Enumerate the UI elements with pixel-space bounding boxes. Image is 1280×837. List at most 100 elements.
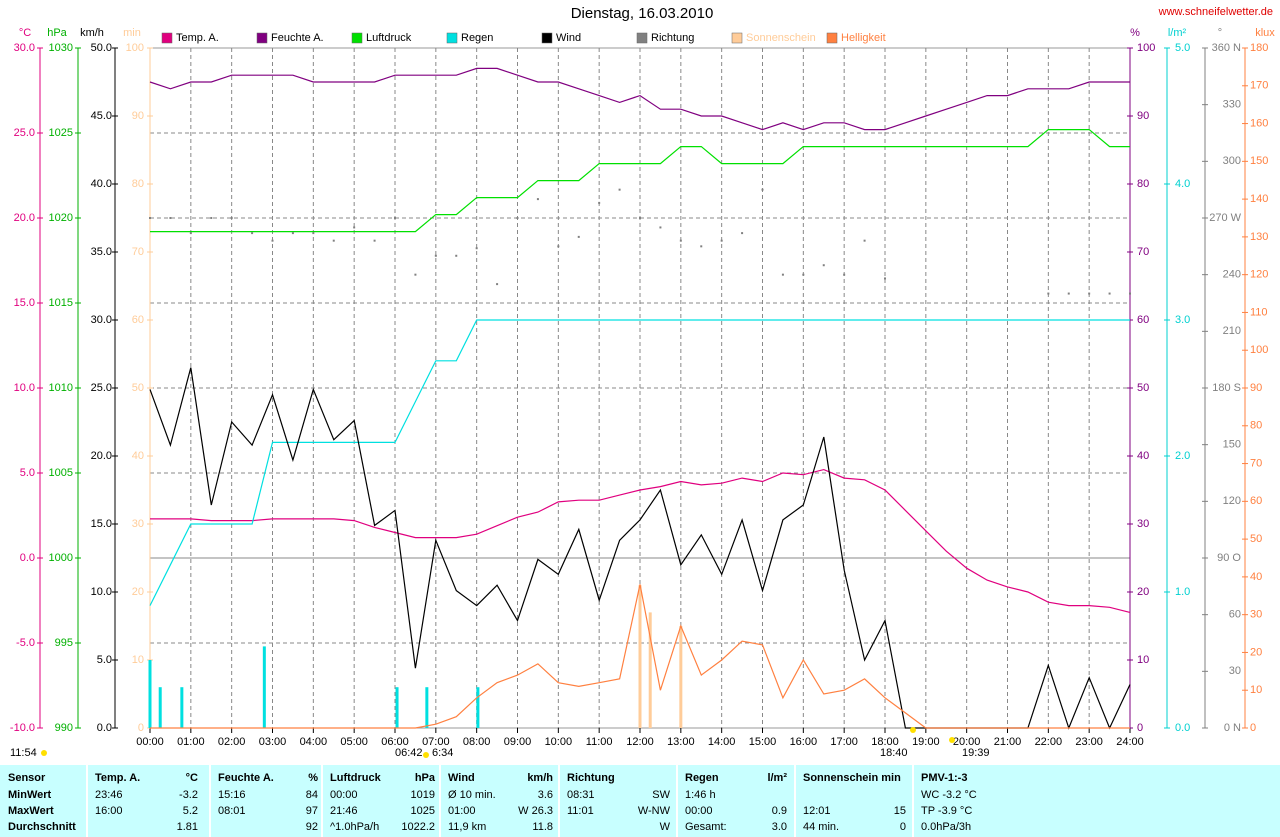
y-tick-label: 0.0	[97, 722, 112, 734]
direction-dot	[679, 239, 682, 242]
y-tick-label: 70	[1250, 457, 1262, 469]
column-title: Temp. A.	[95, 772, 140, 784]
y-tick-label: 10	[1250, 684, 1262, 696]
direction-dot	[394, 217, 396, 219]
legend-label: Feuchte A.	[271, 32, 324, 44]
direction-dot	[741, 232, 744, 235]
cell-value: W-NW	[638, 805, 671, 817]
column-unit: °C	[186, 772, 198, 784]
direction-dot	[312, 232, 315, 235]
y-tick-label: 90	[132, 110, 144, 122]
cell-text: 01:00	[448, 805, 476, 817]
legend-label: Richtung	[651, 32, 694, 44]
cell-value: 97	[306, 805, 318, 817]
cell-text: Gesamt:	[685, 821, 727, 833]
bar	[648, 612, 652, 728]
y-tick-label: 120	[1223, 495, 1241, 507]
direction-dot	[210, 217, 213, 219]
cell-text: 1:46 h	[685, 789, 716, 801]
y-tick-label: 70	[132, 246, 144, 258]
y-tick-label: 20.0	[14, 212, 35, 224]
direction-dot	[496, 283, 499, 286]
direction-dot	[802, 273, 805, 276]
x-tick-label: 01:00	[177, 736, 205, 748]
sun-time: 6:34	[432, 747, 453, 759]
x-tick-label: 04:00	[300, 736, 328, 748]
column-title: Wind	[448, 772, 475, 784]
y-tick-label: -5.0	[16, 637, 35, 649]
y-tick-label: 1005	[49, 467, 73, 479]
x-tick-label: 19:00	[912, 736, 940, 748]
sun-icon	[949, 737, 955, 743]
direction-dot	[577, 235, 580, 238]
y-tick-label: 210	[1223, 325, 1241, 337]
column-title: Luftdruck	[330, 772, 382, 784]
cell-text: 16:00	[95, 805, 123, 817]
x-tick-label: 06:00	[381, 736, 409, 748]
direction-dot	[700, 245, 703, 248]
y-tick-label: 0	[1250, 722, 1256, 734]
y-tick-label: 30	[1229, 665, 1241, 677]
direction-dot	[618, 188, 621, 191]
cell-text: 23:46	[95, 789, 123, 801]
y-tick-label: 110	[1250, 306, 1268, 318]
direction-dot	[761, 188, 764, 191]
axis-title: °	[1218, 27, 1222, 39]
direction-dot	[843, 273, 846, 276]
x-tick-label: 02:00	[218, 736, 246, 748]
cell-text: Ø 10 min.	[448, 789, 496, 801]
legend-label: Wind	[556, 32, 581, 44]
legend-swatch	[161, 32, 173, 44]
x-tick-label: 17:00	[830, 736, 858, 748]
direction-dot	[169, 217, 172, 219]
axis-title: l/m²	[1168, 27, 1187, 39]
y-tick-label: 240	[1223, 269, 1241, 281]
column-title: Richtung	[567, 772, 615, 784]
cell-text: ^1.0hPa/h	[330, 821, 379, 833]
y-tick-label: 140	[1250, 193, 1268, 205]
y-tick-label: 150	[1250, 155, 1268, 167]
column-unit: l/m²	[767, 772, 787, 784]
y-tick-label: 10.0	[91, 586, 112, 598]
y-tick-label: 60	[1250, 495, 1262, 507]
bar	[158, 687, 162, 728]
column-title: Feuchte A.	[218, 772, 274, 784]
y-tick-label: 360 N	[1212, 42, 1241, 54]
legend-swatch	[256, 32, 268, 44]
column-unit: %	[308, 772, 318, 784]
column-title: Regen	[685, 772, 719, 784]
cell-value: 1.81	[177, 821, 198, 833]
x-tick-label: 09:00	[504, 736, 532, 748]
cell-value: W	[660, 821, 671, 833]
bar	[425, 687, 429, 728]
cell-value: 3.0	[772, 821, 787, 833]
y-tick-label: 40.0	[91, 178, 112, 190]
y-tick-label: 170	[1250, 80, 1268, 92]
y-tick-label: 180 S	[1212, 382, 1241, 394]
x-tick-label: 20:00	[953, 736, 981, 748]
cell-text: WC -3.2 °C	[921, 789, 977, 801]
y-tick-label: 160	[1250, 117, 1268, 129]
y-tick-label: 35.0	[91, 246, 112, 258]
x-tick-label: 18:00	[871, 736, 899, 748]
x-tick-label: 14:00	[708, 736, 736, 748]
x-tick-label: 16:00	[790, 736, 818, 748]
y-tick-label: 0 N	[1224, 722, 1241, 734]
direction-dot	[598, 201, 601, 204]
y-tick-label: 995	[55, 637, 73, 649]
x-tick-label: 08:00	[463, 736, 491, 748]
y-tick-label: 1000	[49, 552, 73, 564]
direction-dot	[291, 232, 294, 235]
direction-dot	[822, 264, 825, 267]
axis-title: min	[123, 27, 141, 39]
direction-dot	[1067, 292, 1070, 295]
direction-dot	[414, 273, 417, 276]
cell-value: W 26.3	[518, 805, 553, 817]
y-tick-label: 90	[1137, 110, 1149, 122]
direction-dot	[1088, 292, 1091, 295]
x-tick-label: 12:00	[626, 736, 654, 748]
direction-dot	[251, 232, 254, 235]
y-tick-label: 100	[126, 42, 144, 54]
y-tick-label: 50.0	[91, 42, 112, 54]
